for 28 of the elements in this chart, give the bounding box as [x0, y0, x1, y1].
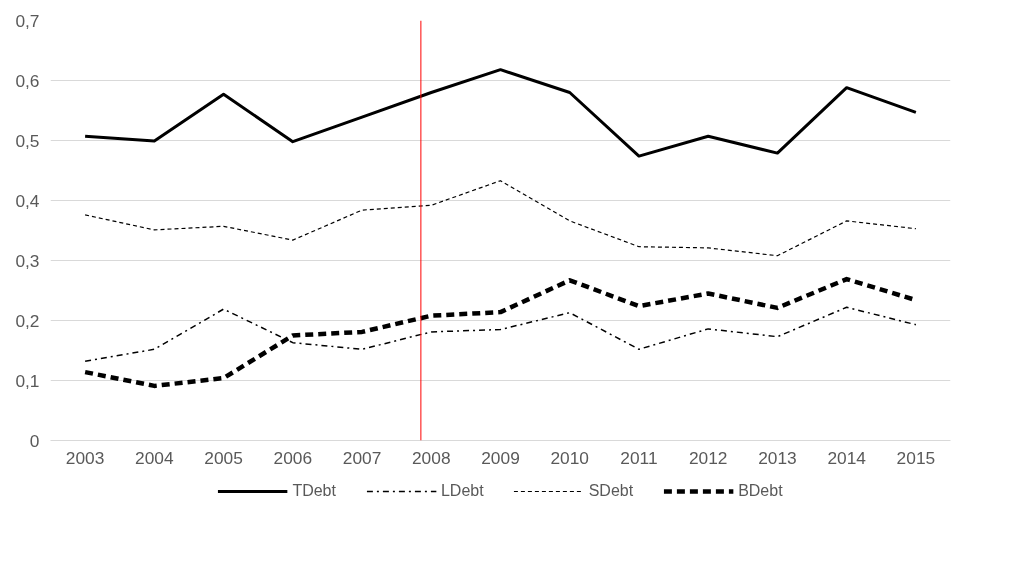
x-tick-label: 2003 [65, 447, 105, 468]
x-tick-label: 2014 [827, 447, 867, 468]
legend-label: SDebt [588, 481, 634, 501]
x-tick-label: 2010 [550, 447, 590, 468]
legend-label: TDebt [292, 481, 336, 501]
legend-label: LDebt [440, 481, 484, 501]
x-tick-label: 2008 [412, 447, 451, 468]
y-tick-label: 0,4 [15, 190, 40, 211]
line-series [84, 180, 917, 257]
x-tick-label: 2012 [688, 447, 728, 468]
legend-label: BDebt [738, 481, 783, 501]
y-tick-label: 0,7 [15, 10, 40, 31]
x-tick-label: 2011 [620, 447, 658, 468]
line-series [83, 68, 918, 158]
line-series [84, 306, 917, 363]
x-tick-label: 2005 [204, 447, 243, 468]
x-tick-label: 2004 [135, 447, 174, 468]
y-tick-label: 0,2 [15, 310, 40, 331]
x-tick-label: 2015 [896, 447, 936, 468]
y-tick-label: 0,6 [15, 70, 40, 91]
x-tick-label: 2007 [342, 447, 382, 468]
y-tick-label: 0,3 [15, 250, 40, 271]
x-tick-label: 2009 [481, 447, 520, 468]
x-tick-label: 2006 [273, 447, 313, 468]
y-tick-label: 0 [29, 430, 40, 451]
y-tick-label: 0,1 [15, 370, 40, 391]
x-tick-label: 2013 [758, 447, 797, 468]
y-tick-label: 0,5 [15, 130, 40, 151]
